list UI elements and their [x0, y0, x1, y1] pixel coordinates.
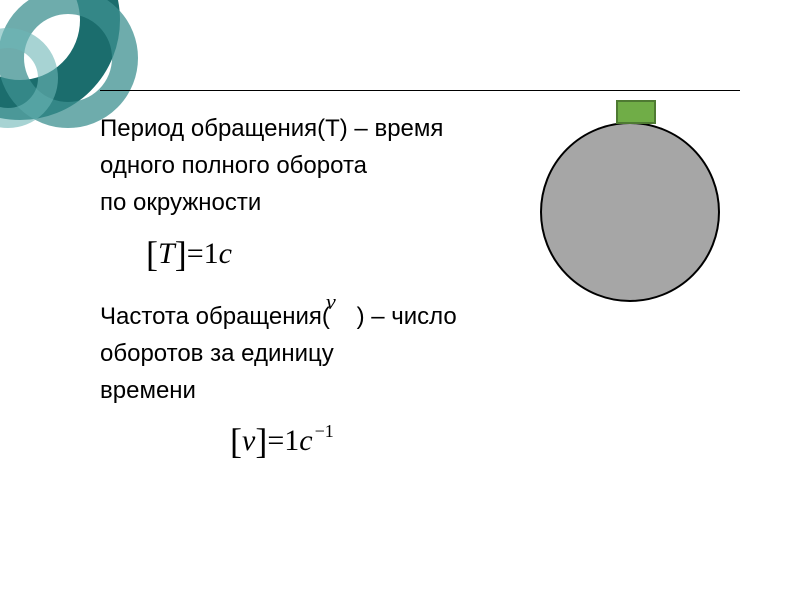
- formula1-rhs-num: 1: [204, 237, 219, 271]
- formula2-var: ν: [242, 424, 255, 458]
- formula1-rhs-unit: c: [219, 237, 232, 271]
- formula2-rhs-num: 1: [284, 424, 299, 458]
- formula1-eq: =: [187, 237, 204, 271]
- content-divider: [100, 90, 740, 91]
- text-line-1: Период обращения(Т) – время: [100, 110, 740, 147]
- formula2-lbracket: [: [230, 423, 242, 459]
- corner-decoration: [0, 0, 120, 120]
- formula1-lbracket: [: [146, 236, 158, 272]
- text-line-4b: ) – число: [357, 303, 457, 330]
- formula1-var: T: [158, 237, 175, 271]
- text-line-4: Частота обращения( ) – число: [100, 298, 740, 335]
- nu-inline-symbol: ν: [326, 289, 336, 315]
- formula1-rbracket: ]: [175, 236, 187, 272]
- slide-content: Период обращения(Т) – время одного полно…: [100, 110, 740, 485]
- text-line-4a: Частота обращения(: [100, 303, 330, 330]
- text-line-3: по окружности: [100, 184, 740, 221]
- formula2-exponent: −1: [315, 421, 334, 442]
- text-line-6: времени: [100, 372, 740, 409]
- formula-frequency: [ ν ] = 1 c −1: [230, 423, 740, 459]
- formula2-rbracket: ]: [255, 423, 267, 459]
- formula-period: [ T ] = 1 c: [146, 236, 740, 272]
- formula2-rhs-unit: c: [299, 424, 312, 458]
- formula2-eq: =: [267, 424, 284, 458]
- text-line-5: оборотов за единицу: [100, 335, 740, 372]
- text-line-2: одного полного оборота: [100, 147, 740, 184]
